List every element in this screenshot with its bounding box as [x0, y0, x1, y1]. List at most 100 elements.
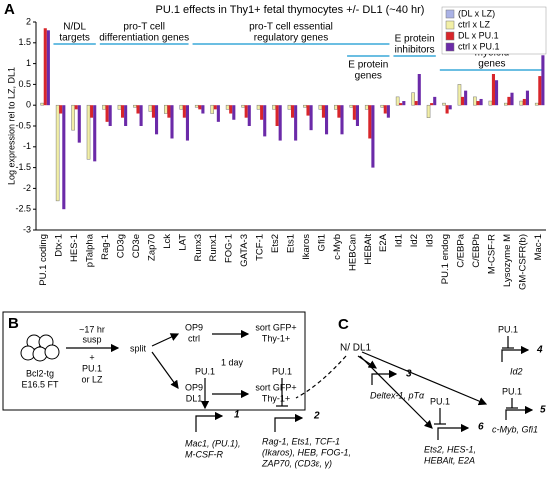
bar	[380, 104, 384, 108]
group-label: inhibitors	[395, 45, 435, 56]
bar	[74, 105, 78, 110]
legend-frame	[441, 6, 547, 55]
bar	[534, 102, 539, 106]
promoter	[501, 345, 530, 362]
x-tick-label: CD3e	[131, 234, 142, 258]
cells-icon	[20, 334, 60, 362]
bar	[371, 105, 375, 168]
sort-text: Thy-1+	[262, 333, 290, 343]
gene-text: c-Myb, Gfi1	[492, 424, 538, 434]
step-text: ~17 hr	[79, 324, 105, 334]
regulator-text: PU.1	[498, 324, 518, 334]
panel-label: C	[338, 316, 349, 333]
bar	[294, 105, 298, 141]
x-tick-label: HES-1	[69, 234, 80, 262]
x-tick-label: GM-CSFR(b)	[517, 234, 528, 290]
panel-label: A	[4, 1, 15, 18]
bar	[318, 104, 323, 110]
bar	[522, 98, 526, 106]
bar	[139, 105, 143, 126]
bar	[71, 104, 75, 131]
x-tick-label: E2A	[378, 233, 389, 252]
gene-text: Mac1, (PU.1),	[185, 438, 241, 448]
regulator-text: PU.1	[272, 366, 292, 376]
group-label: pro-T cell	[123, 22, 165, 33]
bar	[321, 105, 325, 118]
sort-text: Thy-1+	[262, 393, 290, 403]
bar	[121, 105, 125, 118]
bar	[495, 80, 499, 106]
bar	[334, 104, 338, 110]
bar	[59, 105, 63, 114]
x-tick-label: Runx3	[193, 234, 204, 261]
bar	[244, 105, 248, 118]
bar	[108, 105, 112, 126]
bar	[519, 100, 524, 106]
x-tick-label: C/EBPb	[471, 234, 482, 268]
bar	[247, 105, 251, 126]
promoter	[437, 423, 470, 440]
step-text: or LZ	[81, 374, 103, 384]
activation-arrow	[361, 351, 488, 406]
bar	[383, 105, 387, 114]
y-tick-label: -0.5	[15, 120, 31, 130]
bar	[433, 96, 437, 106]
bar	[291, 105, 295, 118]
group-label: regulatory genes	[254, 33, 329, 44]
bar	[426, 104, 431, 118]
bar	[43, 28, 47, 106]
regulator-text: PU.1	[195, 366, 215, 376]
activation-arrow	[357, 355, 377, 369]
step-text: susp	[82, 334, 101, 344]
panel-label: B	[8, 315, 19, 332]
bar	[399, 103, 403, 106]
bar	[287, 104, 292, 110]
bar	[229, 105, 233, 114]
x-tick-label: Id2	[409, 234, 420, 247]
bar	[105, 105, 109, 122]
legend-swatch	[445, 9, 455, 19]
bar	[386, 105, 390, 118]
bar	[151, 105, 155, 118]
source-text: E16.5 FT	[21, 379, 59, 389]
regulator-text: PU.1	[430, 396, 450, 406]
y-tick-label: -3	[23, 224, 31, 234]
bar	[136, 105, 140, 114]
bar	[256, 104, 261, 110]
y-tick-label: 2	[26, 16, 31, 26]
bar	[309, 105, 313, 131]
bar	[86, 104, 91, 160]
bar	[102, 104, 106, 110]
chart-title: PU.1 effects in Thy1+ fetal thymocytes +…	[156, 4, 425, 16]
bar	[164, 104, 168, 114]
bar	[355, 105, 359, 126]
bar	[402, 101, 406, 106]
y-axis-label: Log expression rel to LZ, DL1	[6, 67, 16, 185]
x-tick-label: Runx1	[208, 234, 219, 261]
x-tick-label: CD3g	[116, 234, 127, 258]
dashed-link	[295, 355, 347, 399]
y-tick-label: -2.5	[15, 204, 31, 214]
bar	[46, 30, 50, 106]
gene-number: 1	[234, 410, 240, 421]
gene-text: ZAP70, (CD3ε, γ)	[261, 458, 332, 468]
x-tick-label: LAT	[177, 234, 188, 251]
bar	[507, 96, 511, 106]
bar	[185, 105, 189, 141]
bar	[349, 104, 354, 108]
bar	[93, 105, 97, 162]
bar	[278, 105, 282, 141]
bar	[352, 105, 356, 120]
bar	[194, 104, 199, 108]
sort-text: sort GFP+	[255, 382, 296, 392]
source-text: Bcl2-tg	[26, 368, 54, 378]
bar	[263, 105, 267, 137]
gene-text: Deltex-1, pTα	[370, 390, 425, 400]
bar	[541, 55, 545, 106]
arrow	[151, 351, 179, 389]
bar	[417, 74, 421, 106]
x-tick-label: Rag-1	[100, 234, 111, 260]
x-tick-label: Ets2	[270, 234, 281, 253]
group-label: E protein	[395, 34, 435, 45]
